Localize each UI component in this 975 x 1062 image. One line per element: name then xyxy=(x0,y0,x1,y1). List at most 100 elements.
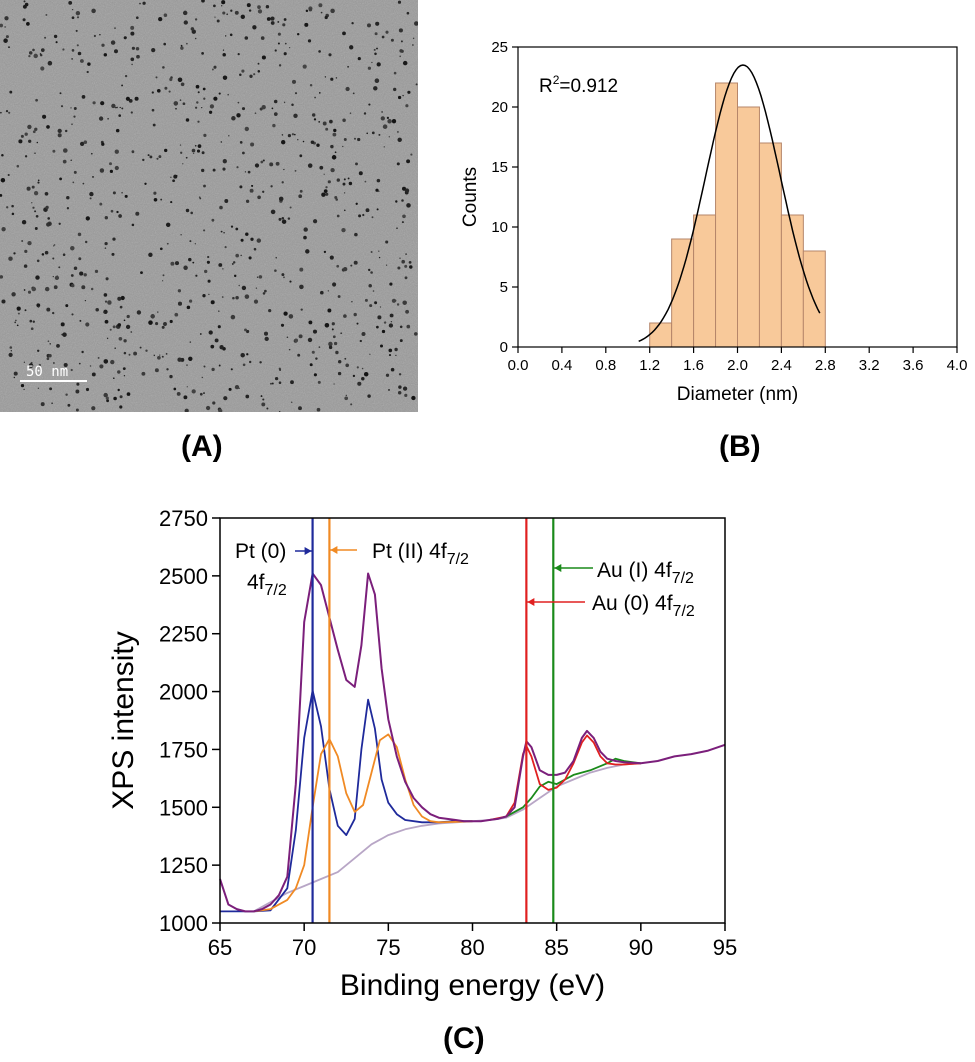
particle-dot xyxy=(314,96,316,99)
particle-dot xyxy=(296,32,300,36)
particle-dot xyxy=(283,101,286,104)
particle-dot xyxy=(207,279,211,283)
particle-dot xyxy=(376,178,381,183)
particle-dot xyxy=(342,145,344,148)
particle-dot xyxy=(169,319,173,324)
particle-dot xyxy=(340,332,343,335)
particle-dot xyxy=(131,63,133,66)
particle-dot xyxy=(26,22,30,26)
particle-dot xyxy=(221,296,224,298)
particle-dot xyxy=(397,266,401,270)
particle-dot xyxy=(180,44,183,47)
particle-dot xyxy=(13,376,16,379)
particle-dot xyxy=(213,65,217,69)
particle-dot xyxy=(191,148,196,153)
particle-dot xyxy=(335,198,338,201)
particle-dot xyxy=(404,276,408,280)
particle-dot xyxy=(201,106,203,109)
particle-dot xyxy=(248,9,252,12)
particle-dot xyxy=(9,346,13,349)
particle-dot xyxy=(271,382,274,385)
particle-dot xyxy=(56,275,59,277)
particle-dot xyxy=(135,47,140,51)
particle-dot xyxy=(52,311,55,315)
particle-dot xyxy=(179,144,182,146)
particle-dot xyxy=(48,353,52,358)
particle-dot xyxy=(406,11,410,15)
particle-dot xyxy=(21,220,27,225)
particle-dot xyxy=(188,356,193,362)
particle-dot xyxy=(71,123,73,125)
particle-dot xyxy=(348,181,353,186)
particle-dot xyxy=(40,66,45,71)
particle-dot xyxy=(325,192,329,196)
particle-dot xyxy=(99,202,103,206)
particle-dot xyxy=(300,308,303,311)
particle-dot xyxy=(142,158,145,162)
particle-dot xyxy=(371,131,375,135)
particle-dot xyxy=(255,287,258,289)
particle-dot xyxy=(180,234,182,236)
particle-dot xyxy=(23,0,26,3)
particle-dot xyxy=(85,322,90,327)
particle-dot xyxy=(145,349,148,352)
particle-dot xyxy=(323,250,327,254)
particle-dot xyxy=(366,132,368,135)
particle-dot xyxy=(344,209,346,212)
particle-dot xyxy=(185,208,190,213)
particle-dot xyxy=(37,306,40,308)
particle-dot xyxy=(299,284,304,290)
particle-dot xyxy=(57,128,62,134)
pt0-label-line2: 4f7/2 xyxy=(247,571,287,599)
particle-dot xyxy=(210,300,215,305)
particle-dot xyxy=(246,353,249,356)
particle-dot xyxy=(36,259,40,263)
particle-dot xyxy=(333,128,337,133)
particle-dot xyxy=(71,283,75,288)
particle-dot xyxy=(393,87,397,92)
particle-dot xyxy=(165,353,168,355)
particle-dot xyxy=(119,106,121,109)
particle-dot xyxy=(271,107,274,110)
particle-dot xyxy=(333,383,335,385)
particle-dot xyxy=(329,119,333,124)
particle-dot xyxy=(293,133,296,136)
particle-dot xyxy=(324,76,327,78)
particle-dot xyxy=(169,374,173,379)
particle-dot xyxy=(236,113,241,118)
particle-dot xyxy=(149,155,153,159)
particle-dot xyxy=(388,388,390,391)
particle-dot xyxy=(201,376,203,379)
particle-dot xyxy=(107,118,109,120)
particle-dot xyxy=(375,21,380,26)
particle-dot xyxy=(109,162,112,166)
particle-dot xyxy=(148,252,153,257)
particle-dot xyxy=(376,47,378,50)
particle-dot xyxy=(332,132,337,137)
particle-dot xyxy=(222,75,228,80)
particle-dot xyxy=(175,107,177,110)
particle-dot xyxy=(27,124,32,130)
particle-dot xyxy=(239,73,242,77)
particle-dot xyxy=(23,289,26,291)
particle-dot xyxy=(40,402,45,407)
particle-dot xyxy=(355,202,358,205)
particle-dot xyxy=(290,380,294,385)
particle-dot xyxy=(123,36,127,40)
particle-dot xyxy=(297,353,301,357)
particle-dot xyxy=(378,133,381,136)
particle-dot xyxy=(183,20,188,25)
particle-dot xyxy=(21,239,24,243)
particle-dot xyxy=(311,113,316,117)
particle-dot xyxy=(35,275,40,280)
particle-dot xyxy=(73,170,77,174)
particle-dot xyxy=(281,134,284,136)
particle-dot xyxy=(409,265,413,269)
particle-dot xyxy=(376,62,381,67)
particle-dot xyxy=(203,97,206,100)
particle-dot xyxy=(222,49,225,51)
particle-dot xyxy=(274,376,279,381)
particle-dot xyxy=(330,77,334,81)
particle-dot xyxy=(373,86,378,91)
particle-dot xyxy=(281,219,287,224)
